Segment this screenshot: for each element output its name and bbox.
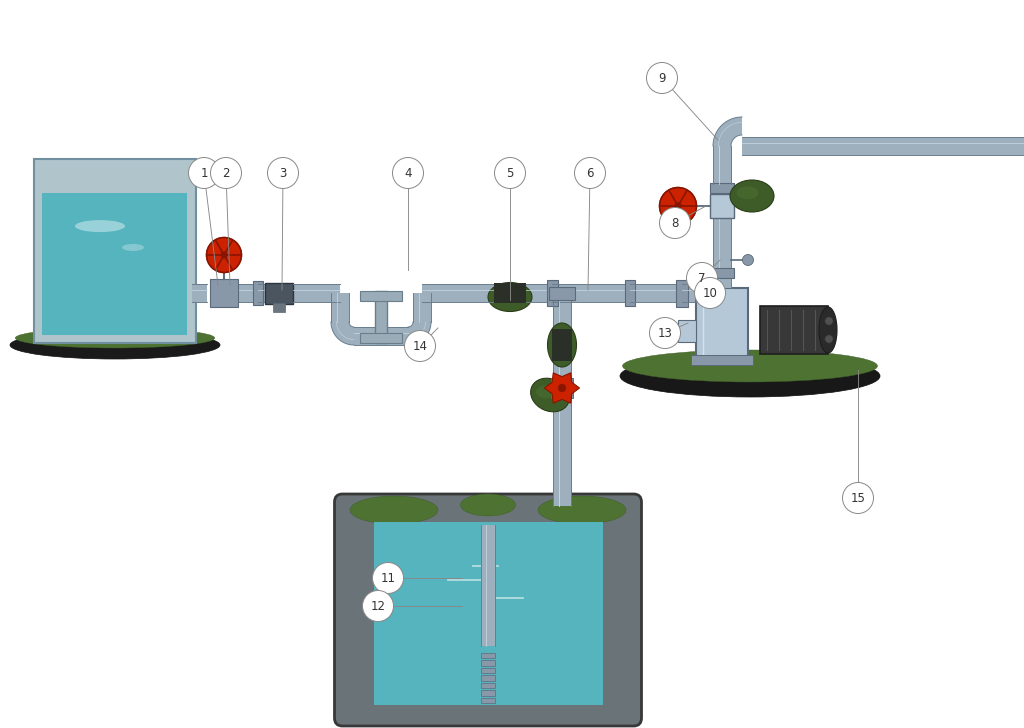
FancyBboxPatch shape — [273, 303, 285, 312]
Polygon shape — [713, 117, 742, 146]
Circle shape — [824, 335, 834, 343]
FancyBboxPatch shape — [481, 652, 495, 658]
Polygon shape — [408, 322, 431, 345]
FancyBboxPatch shape — [691, 355, 753, 365]
Text: 8: 8 — [672, 216, 679, 229]
Circle shape — [392, 157, 424, 189]
FancyBboxPatch shape — [35, 159, 196, 343]
Text: 13: 13 — [657, 326, 673, 339]
Text: 3: 3 — [280, 167, 287, 180]
FancyBboxPatch shape — [481, 660, 495, 665]
Circle shape — [495, 157, 525, 189]
FancyBboxPatch shape — [710, 183, 734, 193]
Text: 4: 4 — [404, 167, 412, 180]
Circle shape — [649, 317, 681, 349]
Circle shape — [646, 63, 678, 93]
FancyBboxPatch shape — [481, 697, 495, 703]
Circle shape — [824, 317, 834, 325]
Circle shape — [362, 590, 393, 622]
FancyBboxPatch shape — [494, 283, 526, 303]
Ellipse shape — [10, 331, 220, 359]
Text: 6: 6 — [587, 167, 594, 180]
FancyBboxPatch shape — [625, 280, 635, 306]
Text: 10: 10 — [702, 287, 718, 299]
FancyBboxPatch shape — [760, 306, 828, 354]
Circle shape — [207, 237, 242, 272]
FancyBboxPatch shape — [678, 320, 696, 342]
Circle shape — [404, 331, 435, 362]
Ellipse shape — [819, 307, 837, 353]
FancyBboxPatch shape — [481, 668, 495, 673]
Polygon shape — [331, 322, 354, 345]
Circle shape — [659, 188, 696, 224]
Text: 11: 11 — [381, 571, 395, 585]
FancyBboxPatch shape — [676, 280, 688, 306]
Circle shape — [558, 384, 566, 392]
Circle shape — [659, 207, 690, 239]
Ellipse shape — [15, 328, 215, 348]
Circle shape — [686, 263, 718, 293]
Text: 12: 12 — [371, 599, 385, 612]
Ellipse shape — [75, 220, 125, 232]
Circle shape — [267, 157, 299, 189]
FancyBboxPatch shape — [481, 683, 495, 688]
Circle shape — [221, 252, 227, 258]
FancyBboxPatch shape — [375, 290, 387, 342]
FancyBboxPatch shape — [710, 194, 734, 218]
FancyBboxPatch shape — [547, 280, 557, 306]
FancyBboxPatch shape — [265, 282, 293, 304]
Circle shape — [574, 157, 605, 189]
Ellipse shape — [488, 282, 532, 312]
Ellipse shape — [623, 350, 878, 382]
FancyBboxPatch shape — [481, 675, 495, 681]
FancyBboxPatch shape — [360, 333, 402, 342]
FancyBboxPatch shape — [253, 281, 263, 305]
Ellipse shape — [495, 288, 516, 300]
Ellipse shape — [530, 379, 569, 412]
Circle shape — [211, 157, 242, 189]
Text: 2: 2 — [222, 167, 229, 180]
Text: 5: 5 — [506, 167, 514, 180]
FancyBboxPatch shape — [481, 690, 495, 695]
Ellipse shape — [552, 332, 566, 349]
Polygon shape — [545, 373, 580, 403]
FancyBboxPatch shape — [360, 290, 402, 301]
Text: 7: 7 — [698, 272, 706, 285]
Circle shape — [675, 202, 681, 210]
FancyBboxPatch shape — [335, 494, 641, 726]
Circle shape — [373, 563, 403, 593]
FancyBboxPatch shape — [43, 193, 187, 335]
Text: 15: 15 — [851, 491, 865, 505]
Ellipse shape — [461, 494, 515, 516]
FancyBboxPatch shape — [549, 287, 575, 299]
FancyBboxPatch shape — [696, 288, 748, 360]
Ellipse shape — [620, 355, 880, 397]
Text: 9: 9 — [658, 71, 666, 84]
Ellipse shape — [736, 186, 759, 199]
FancyBboxPatch shape — [551, 378, 573, 398]
Ellipse shape — [548, 323, 577, 367]
Circle shape — [843, 483, 873, 513]
FancyBboxPatch shape — [552, 329, 571, 361]
Text: 1: 1 — [201, 167, 208, 180]
FancyBboxPatch shape — [710, 268, 734, 278]
Circle shape — [742, 255, 754, 266]
FancyBboxPatch shape — [374, 522, 602, 705]
Ellipse shape — [536, 385, 556, 398]
Circle shape — [694, 277, 725, 309]
Ellipse shape — [122, 244, 144, 251]
Text: 14: 14 — [413, 339, 427, 352]
Ellipse shape — [350, 496, 438, 524]
FancyBboxPatch shape — [210, 279, 238, 307]
Ellipse shape — [538, 496, 626, 524]
Circle shape — [188, 157, 219, 189]
Ellipse shape — [730, 180, 774, 212]
